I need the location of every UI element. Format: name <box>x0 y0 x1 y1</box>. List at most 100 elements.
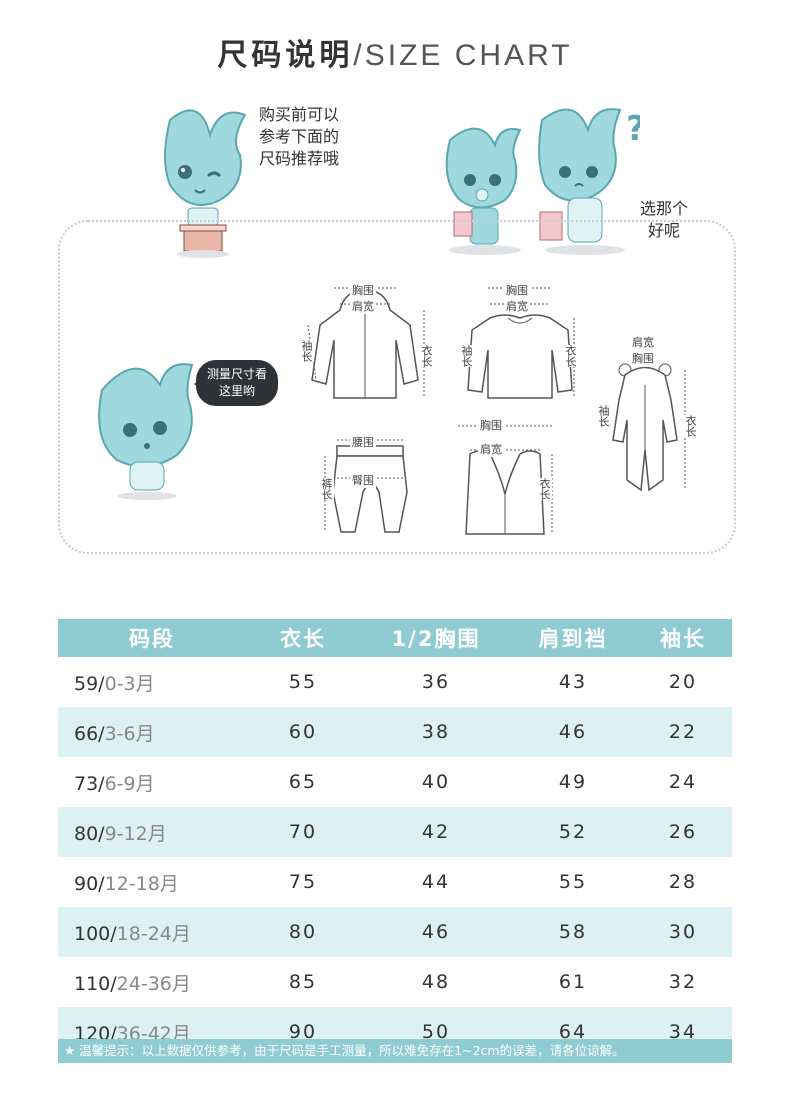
age-range: 0-3月 <box>104 672 155 695</box>
cell-shoulder-crotch: 49 <box>558 771 588 793</box>
size-number: 90/ <box>74 872 105 895</box>
pants-length-label: 裤长 <box>318 478 334 500</box>
header-chest: 1/2胸围 <box>360 619 512 657</box>
table-row: 73/6-9月 65 40 49 24 <box>58 757 732 807</box>
cell-sleeve: 30 <box>634 907 732 957</box>
size-table: 码段 衣长 1/2胸围 肩到裆 袖长 59/0-3月 55 36 43 20 6… <box>58 619 732 1057</box>
sweater-chest-label: 胸围 <box>504 282 530 298</box>
cell-length: 75 <box>288 871 318 893</box>
cell-sleeve: 22 <box>634 707 732 757</box>
cell-shoulder-crotch: 55 <box>558 871 588 893</box>
mascot-podium <box>164 109 247 258</box>
bubble-right: 选那个 好呢 <box>640 198 688 242</box>
age-range: 9-12月 <box>104 822 167 845</box>
vest-length-label: 衣长 <box>536 478 552 500</box>
cell-chest: 38 <box>360 707 512 757</box>
cell-length: 80 <box>246 907 360 957</box>
size-number: 59/ <box>74 672 105 695</box>
speech-line: 测量尺寸看 <box>206 367 267 381</box>
header-sleeve: 袖长 <box>634 619 732 657</box>
jacket-shoulder-label: 肩宽 <box>350 298 376 314</box>
age-range: 12-18月 <box>104 872 179 895</box>
size-code: 100/18-24月 <box>58 907 246 957</box>
bubble-left: 购买前可以 参考下面的 尺码推荐哦 <box>259 104 339 170</box>
speech-bubble: 测量尺寸看 这里哟 <box>194 360 278 406</box>
cell-shoulder-crotch: 61 <box>558 971 588 993</box>
svg-text:?: ? <box>626 109 640 149</box>
size-code: 73/6-9月 <box>58 757 246 807</box>
cell-sleeve: 32 <box>668 971 698 993</box>
age-range: 3-6月 <box>104 722 155 745</box>
romper-shoulder-label: 肩宽 <box>630 334 656 350</box>
cell-sleeve: 28 <box>668 871 698 893</box>
cell-chest: 36 <box>421 671 451 693</box>
size-code: 110/24-36月 <box>58 957 246 1007</box>
romper-length-label: 衣长 <box>682 415 698 437</box>
bubble-right-line: 好呢 <box>648 221 681 240</box>
cell-chest: 42 <box>360 807 512 857</box>
size-code: 59/0-3月 <box>58 657 246 707</box>
cell-chest: 48 <box>421 971 451 993</box>
cell-shoulder-crotch: 52 <box>512 807 634 857</box>
size-number: 80/ <box>74 822 105 845</box>
table-row: 90/12-18月 75 44 55 28 <box>58 857 732 907</box>
table-row: 100/18-24月 80 46 58 30 <box>58 907 732 957</box>
footnote: ★ 温馨提示：以上数据仅供参考，由于尺码是手工测量，所以难免存在1~2cm的误差… <box>58 1039 732 1063</box>
vest-shoulder-label: 肩宽 <box>478 441 504 457</box>
mascot-measure <box>98 363 194 500</box>
jacket-diagram <box>307 287 425 399</box>
title-cn: 尺码说明 <box>217 38 354 73</box>
cell-length: 65 <box>288 771 318 793</box>
cell-sleeve: 20 <box>668 671 698 693</box>
romper-chest-label: 胸围 <box>630 350 656 366</box>
vest-chest-label: 胸围 <box>478 417 504 433</box>
table-row: 66/3-6月 60 38 46 22 <box>58 707 732 757</box>
speech-line: 这里哟 <box>218 384 255 398</box>
sweater-sleeve-label: 袖长 <box>458 345 474 367</box>
bubble-right-line: 选那个 <box>640 199 689 218</box>
bubble-left-line: 参考下面的 <box>259 127 340 146</box>
header-length: 衣长 <box>246 619 360 657</box>
cell-shoulder-crotch: 46 <box>512 707 634 757</box>
header-code: 码段 <box>58 619 246 657</box>
sweater-length-label: 衣长 <box>562 345 578 367</box>
header-shoulder-crotch: 肩到裆 <box>512 619 634 657</box>
cell-shoulder-crotch: 58 <box>512 907 634 957</box>
table-header-row: 码段 衣长 1/2胸围 肩到裆 袖长 <box>58 619 732 657</box>
table-row: 59/0-3月 55 36 43 20 <box>58 657 732 707</box>
size-number: 73/ <box>74 772 105 795</box>
bubble-left-line: 尺码推荐哦 <box>259 149 340 168</box>
sweater-shoulder-label: 肩宽 <box>504 298 530 314</box>
cell-chest: 40 <box>421 771 451 793</box>
size-number: 100/ <box>74 922 117 945</box>
size-code: 80/9-12月 <box>58 807 246 857</box>
cell-shoulder-crotch: 43 <box>558 671 588 693</box>
cell-length: 60 <box>246 707 360 757</box>
page-title: 尺码说明/SIZE CHART <box>0 30 790 74</box>
jacket-chest-label: 胸围 <box>350 282 376 298</box>
title-en: /SIZE CHART <box>353 39 573 72</box>
table-row: 110/24-36月 85 48 61 32 <box>58 957 732 1007</box>
age-range: 6-9月 <box>104 772 155 795</box>
jacket-length-label: 衣长 <box>418 345 434 367</box>
cell-chest: 44 <box>421 871 451 893</box>
size-number: 110/ <box>74 972 117 995</box>
age-range: 18-24月 <box>116 922 191 945</box>
table-row: 80/9-12月 70 42 52 26 <box>58 807 732 857</box>
sweater-diagram <box>467 287 575 399</box>
size-number: 66/ <box>74 722 105 745</box>
size-code: 90/12-18月 <box>58 857 246 907</box>
size-code: 66/3-6月 <box>58 707 246 757</box>
cell-sleeve: 24 <box>668 771 698 793</box>
cell-chest: 46 <box>360 907 512 957</box>
pants-waist-label: 腰围 <box>350 434 376 450</box>
measurement-panel <box>58 220 736 554</box>
jacket-sleeve-label: 袖长 <box>298 340 314 362</box>
age-range: 24-36月 <box>116 972 191 995</box>
cell-sleeve: 26 <box>634 807 732 857</box>
cell-length: 85 <box>288 971 318 993</box>
bubble-left-line: 购买前可以 <box>259 105 340 124</box>
romper-sleeve-label: 袖长 <box>595 405 611 427</box>
cell-length: 70 <box>246 807 360 857</box>
cell-length: 55 <box>288 671 318 693</box>
